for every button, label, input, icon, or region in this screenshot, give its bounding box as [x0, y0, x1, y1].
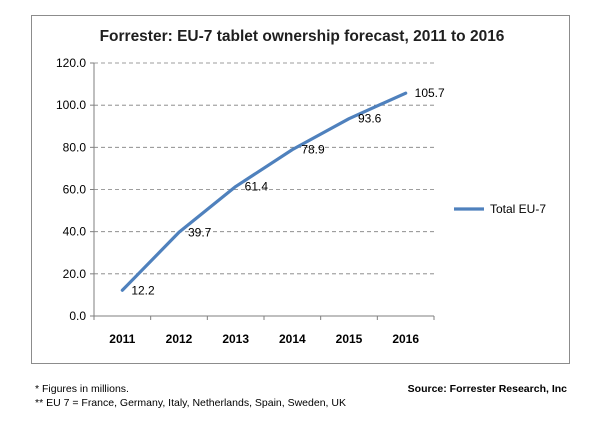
y-tick-label: 120.0: [56, 56, 86, 70]
line-chart: Forrester: EU-7 tablet ownership forecas…: [56, 28, 546, 346]
chart-title: Forrester: EU-7 tablet ownership forecas…: [100, 28, 505, 45]
y-tick-label: 60.0: [63, 183, 87, 197]
data-label: 39.7: [188, 225, 212, 239]
data-label: 61.4: [245, 180, 269, 194]
y-tick-label: 0.0: [69, 309, 86, 323]
y-tick-label: 80.0: [63, 140, 87, 154]
legend-label: Total EU-7: [490, 202, 546, 216]
grid-lines: [94, 62, 434, 275]
footnote-eu7-definition: ** EU 7 = France, Germany, Italy, Nether…: [35, 397, 346, 409]
axes: 0.0 20.0 40.0 60.0 80.0 100.0 120.0 2011 2012 201…: [56, 56, 435, 346]
data-label: 78.9: [301, 143, 325, 157]
x-tick-label: 2015: [336, 332, 363, 346]
y-tick-label: 40.0: [63, 225, 87, 239]
data-label: 12.2: [131, 283, 155, 297]
x-tick-label: 2012: [166, 332, 193, 346]
chart-frame: Forrester: EU-7 tablet ownership forecas…: [31, 15, 570, 364]
x-tick-label: 2013: [222, 332, 249, 346]
data-labels: 12.2 39.7 61.4 78.9 93.6 105.7: [131, 86, 445, 297]
legend: Total EU-7: [454, 202, 546, 216]
source-credit: Source: Forrester Research, Inc: [407, 383, 567, 395]
data-label: 93.6: [358, 112, 382, 126]
data-label: 105.7: [415, 86, 445, 100]
y-tick-label: 20.0: [63, 267, 87, 281]
series-lines: [120, 91, 408, 292]
x-tick-label: 2014: [279, 332, 306, 346]
x-tick-label: 2016: [392, 332, 419, 346]
y-tick-label: 100.0: [56, 98, 86, 112]
footnote-units: * Figures in millions.: [35, 383, 129, 395]
x-tick-label: 2011: [109, 332, 135, 346]
series-line-0: [120, 91, 408, 292]
